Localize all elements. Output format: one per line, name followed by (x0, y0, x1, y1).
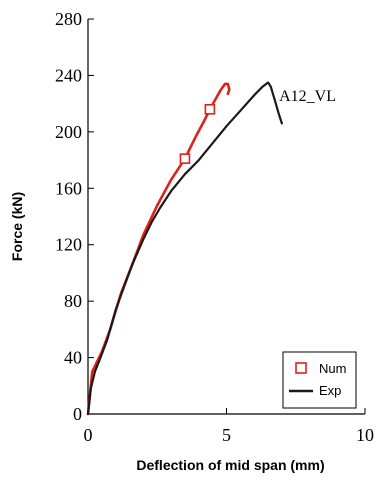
x-tick-label: 0 (84, 425, 93, 445)
y-tick-label: 160 (55, 178, 82, 198)
x-tick-label: 5 (222, 425, 231, 445)
y-tick-label: 80 (64, 291, 82, 311)
y-tick-label: 40 (64, 348, 82, 368)
series-annotation: A12_VL (279, 88, 336, 105)
legend-symbol-num (295, 362, 307, 374)
x-axis-title: Deflection of mid span (mm) (136, 457, 324, 473)
series-marker-num (179, 153, 191, 164)
series-marker-num (204, 103, 216, 115)
series-line-num (86, 82, 231, 416)
legend-label-num: Num (319, 361, 346, 376)
y-tick-label: 0 (73, 404, 82, 424)
series-line-exp (86, 81, 283, 416)
axes: 0 40 80 120 160 200 240 280 0 5 10 Deflection of mi… (9, 9, 374, 473)
y-tick-label: 280 (55, 9, 82, 29)
legend-label-exp: Exp (319, 383, 341, 398)
y-tick-label: 240 (55, 65, 82, 85)
legend-box (282, 351, 357, 409)
y-tick-label: 200 (55, 122, 82, 142)
y-axis-title: Force (kN) (9, 192, 25, 261)
legend: Num Exp (282, 351, 357, 409)
x-tick-label: 10 (356, 425, 374, 445)
y-tick-label: 120 (55, 235, 82, 255)
series-layer (86, 81, 283, 416)
